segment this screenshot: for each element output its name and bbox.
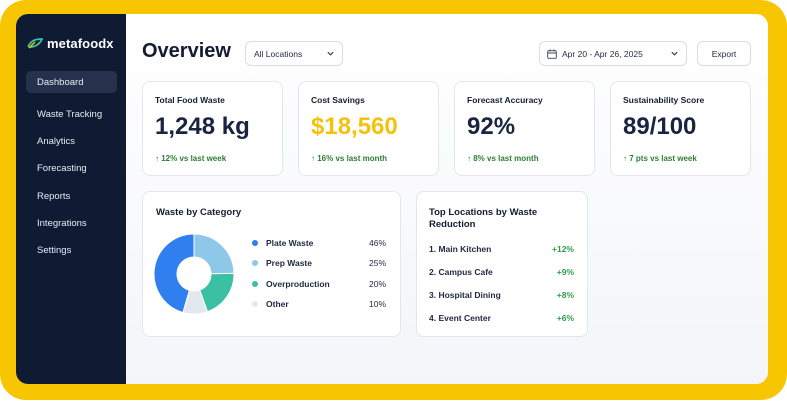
legend-percent: 46% — [368, 238, 386, 248]
panel-title: Top Locations by Waste Reduction — [429, 207, 538, 230]
kpi-card-sustainability-score: Sustainability Score 89/100 ↑ 7 pts vs l… — [610, 81, 751, 176]
location-name: 3. Hospital Dining — [429, 290, 501, 300]
legend-item-other: Other 10% — [252, 298, 386, 310]
brand-logo[interactable]: metafoodx — [27, 36, 114, 51]
location-row: 3. Hospital Dining +8% — [429, 290, 574, 302]
sidebar-item-integrations[interactable]: Integrations — [26, 212, 117, 234]
calendar-icon — [547, 49, 557, 59]
panel-title: Waste by Category — [156, 207, 242, 218]
location-row: 2. Campus Cafe +9% — [429, 267, 574, 279]
chevron-down-icon — [327, 51, 334, 56]
sidebar-item-label: Waste Tracking — [37, 108, 103, 120]
kpi-delta: ↑ 12% vs last week — [155, 154, 227, 163]
location-name: 2. Campus Cafe — [429, 267, 493, 277]
legend-dot — [252, 281, 258, 287]
donut-slice-prep-waste — [193, 233, 235, 275]
sidebar-item-label: Forecasting — [37, 162, 87, 174]
main-content: Overview All Locations Apr 20 - Apr 26, … — [126, 14, 768, 384]
location-change: +9% — [556, 267, 574, 277]
legend-label: Other — [266, 299, 289, 309]
legend-dot — [252, 301, 258, 307]
sidebar-item-waste-tracking[interactable]: Waste Tracking — [26, 103, 117, 125]
date-range-picker[interactable]: Apr 20 - Apr 26, 2025 — [539, 41, 687, 66]
leaf-logo-icon — [27, 38, 43, 49]
legend-percent: 20% — [368, 279, 386, 289]
kpi-delta: ↑ 16% vs last month — [311, 154, 388, 163]
chevron-down-icon — [671, 51, 678, 56]
location-change: +8% — [556, 290, 574, 300]
kpi-value: $18,560 — [311, 113, 398, 140]
date-range-value: Apr 20 - Apr 26, 2025 — [562, 48, 643, 59]
kpi-value: 92% — [467, 113, 516, 140]
top-locations-card: Top Locations by Waste Reduction 1. Main… — [416, 191, 588, 337]
legend-label: Prep Waste — [266, 258, 312, 268]
legend-label: Overproduction — [266, 279, 330, 289]
kpi-value: 89/100 — [623, 113, 697, 140]
kpi-card-total-food-waste: Total Food Waste 1,248 kg ↑ 12% vs last … — [142, 81, 283, 176]
sidebar-item-label: Settings — [37, 244, 72, 256]
sidebar-item-label: Integrations — [37, 217, 87, 229]
dashboard-window: metafoodx Dashboard Waste Tracking Analy… — [16, 14, 768, 384]
kpi-label: Sustainability Score — [623, 95, 705, 105]
kpi-delta: ↑ 8% vs last month — [467, 154, 539, 163]
location-name: 1. Main Kitchen — [429, 244, 492, 254]
kpi-label: Total Food Waste — [155, 95, 225, 105]
location-row: 4. Event Center +6% — [429, 313, 574, 325]
legend-item-overproduction: Overproduction 20% — [252, 278, 386, 290]
sidebar-item-reports[interactable]: Reports — [26, 185, 117, 207]
legend-item-prep-waste: Prep Waste 25% — [252, 257, 386, 269]
sidebar-item-label: Dashboard — [37, 76, 84, 88]
legend-dot — [252, 240, 258, 246]
waste-by-category-card: Waste by Category Plate Waste 46% Prep W… — [142, 191, 401, 337]
location-select[interactable]: All Locations — [245, 41, 343, 66]
legend-item-plate-waste: Plate Waste 46% — [252, 237, 386, 249]
kpi-delta: ↑ 7 pts vs last week — [623, 154, 697, 163]
location-change: +12% — [552, 244, 574, 254]
location-change: +6% — [556, 313, 574, 323]
legend-percent: 25% — [368, 258, 386, 268]
location-row: 1. Main Kitchen +12% — [429, 244, 574, 256]
sidebar-item-forecasting[interactable]: Forecasting — [26, 157, 117, 179]
legend-percent: 10% — [368, 299, 386, 309]
kpi-card-cost-savings: Cost Savings $18,560 ↑ 16% vs last month — [298, 81, 439, 176]
location-name: 4. Event Center — [429, 313, 491, 323]
legend-label: Plate Waste — [266, 238, 314, 248]
location-select-value: All Locations — [254, 48, 303, 59]
kpi-label: Forecast Accuracy — [467, 95, 543, 105]
sidebar: metafoodx Dashboard Waste Tracking Analy… — [16, 14, 126, 384]
page-title: Overview — [142, 40, 231, 62]
legend-dot — [252, 260, 258, 266]
kpi-value: 1,248 kg — [155, 113, 250, 140]
donut-slice-plate-waste — [153, 233, 195, 314]
sidebar-item-label: Analytics — [37, 135, 76, 147]
sidebar-item-analytics[interactable]: Analytics — [26, 130, 117, 152]
export-button[interactable]: Export — [697, 41, 751, 66]
kpi-label: Cost Savings — [311, 95, 365, 105]
brand-name: metafoodx — [47, 36, 114, 51]
waste-donut-chart — [153, 233, 235, 315]
sidebar-item-settings[interactable]: Settings — [26, 239, 117, 261]
sidebar-item-dashboard[interactable]: Dashboard — [26, 71, 117, 93]
sidebar-item-label: Reports — [37, 190, 71, 202]
kpi-card-forecast-accuracy: Forecast Accuracy 92% ↑ 8% vs last month — [454, 81, 595, 176]
